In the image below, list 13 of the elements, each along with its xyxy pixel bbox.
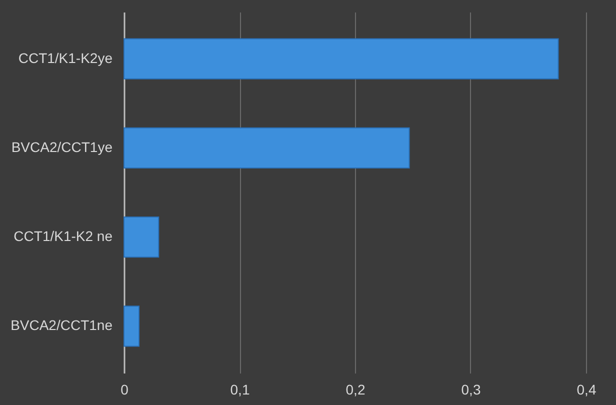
x-tick-label: 0,3 <box>461 382 481 398</box>
x-tick-label: 0 <box>120 382 129 398</box>
x-tick-label: 0,2 <box>346 382 366 398</box>
y-tick-label: CCT1/K1-K2 ne <box>14 228 113 244</box>
y-tick-label: CCT1/K1-K2ye <box>18 50 113 66</box>
bar <box>124 306 140 347</box>
y-tick-label: BVCA2/CCT1ne <box>10 317 113 334</box>
bar <box>124 38 559 80</box>
bar <box>124 216 160 258</box>
bar <box>124 127 410 168</box>
y-tick-label: BVCA2/CCT1ye <box>11 138 113 155</box>
x-tick-label: 0,4 <box>576 382 596 398</box>
x-tick-label: 0,1 <box>230 382 250 398</box>
